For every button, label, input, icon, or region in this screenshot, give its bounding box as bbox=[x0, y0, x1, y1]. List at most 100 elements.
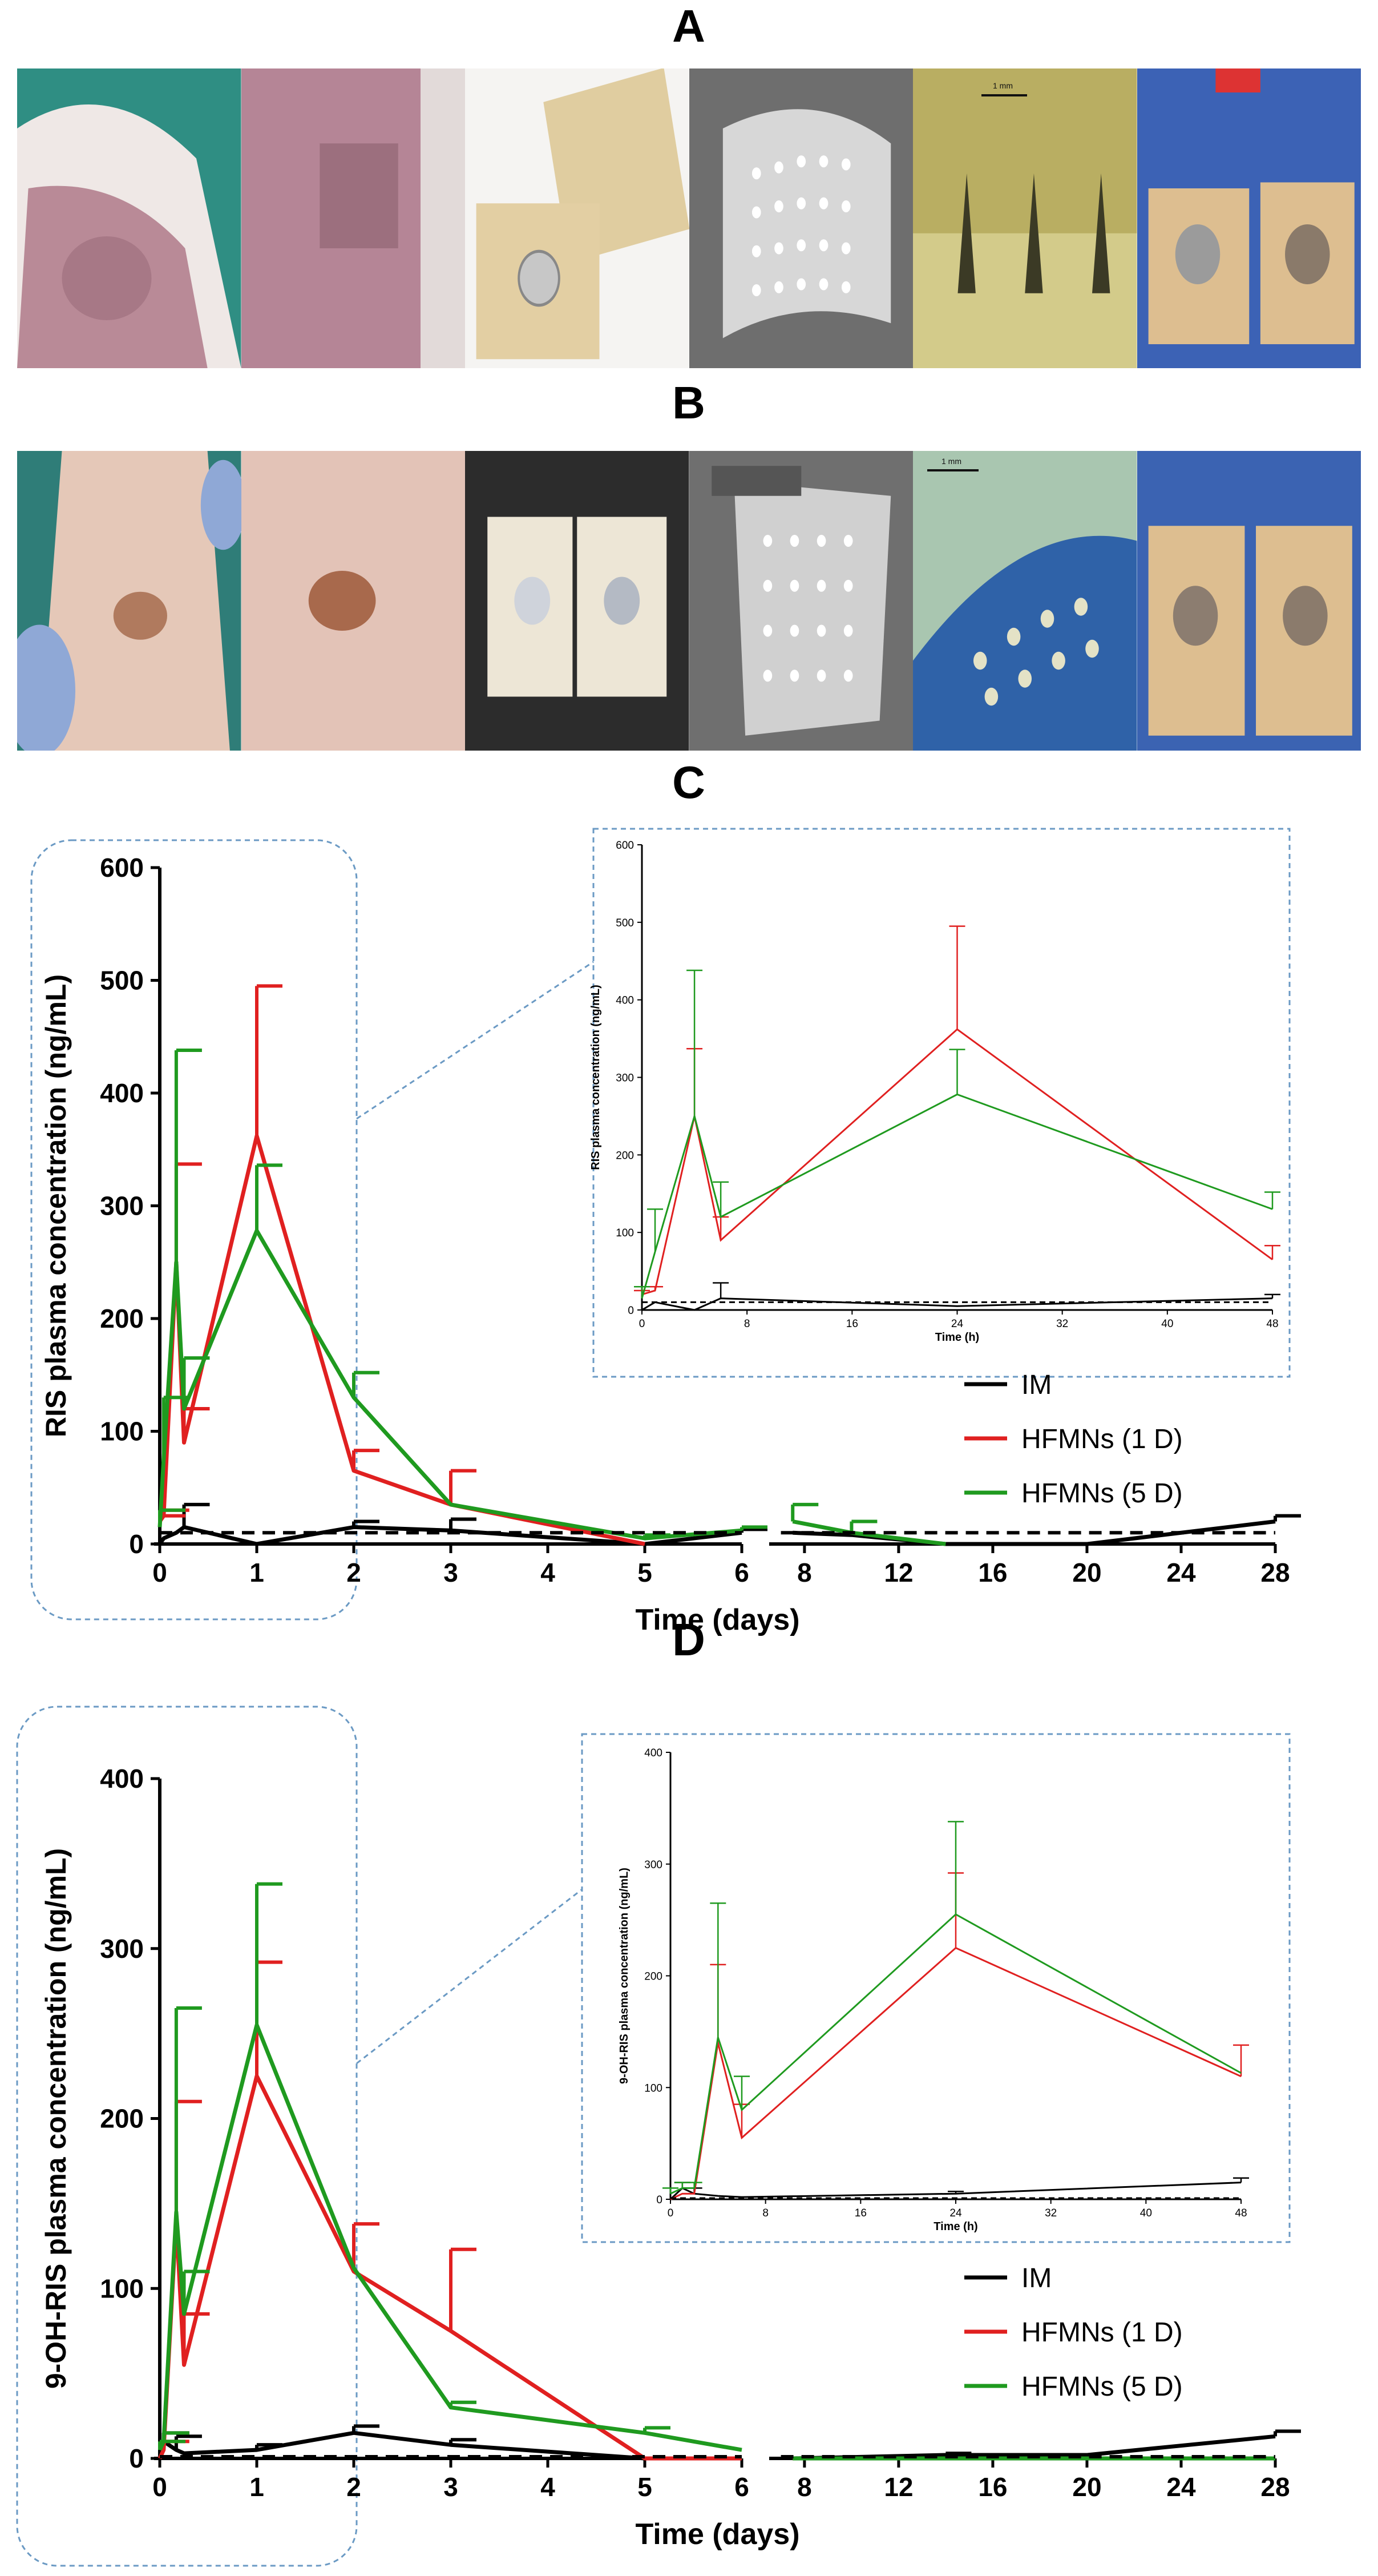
x-tick-label: 0 bbox=[152, 2472, 167, 2502]
series-line-im bbox=[157, 2430, 742, 2461]
legend-label-im: IM bbox=[1021, 1370, 1052, 1400]
x-tick-label: 2 bbox=[346, 1558, 361, 1587]
x-tick-label: 20 bbox=[1072, 2472, 1101, 2502]
photo-patches-a3 bbox=[465, 68, 689, 368]
x-tick-label: 28 bbox=[1260, 2472, 1290, 2502]
zoom-connector bbox=[356, 961, 594, 1120]
x-tick-label: 3 bbox=[443, 2472, 458, 2502]
x-tick-label: 4 bbox=[540, 2472, 555, 2502]
y-tick-label: 400 bbox=[100, 1764, 144, 1793]
inset-D-inset: 0 100 200 300 400 0 8 16 24 32 40 48 Time (h) 9-OH-RI… bbox=[618, 1747, 1249, 2233]
panel-label-a: A bbox=[672, 1, 705, 51]
inset-y-axis-title: 9-OH-RIS plasma concentration (ng/mL) bbox=[618, 1868, 631, 2084]
panel-label-b: B bbox=[672, 377, 705, 428]
x-tick-label: 5 bbox=[637, 2472, 652, 2502]
photo-rat-skin-a2 bbox=[241, 68, 465, 368]
inset-x-tick-label: 16 bbox=[855, 2207, 867, 2219]
x-tick-label: 8 bbox=[797, 1558, 812, 1587]
photo-patches-b3 bbox=[465, 451, 689, 751]
legend-label-hfmns-1-d: HFMNs (1 D) bbox=[1021, 1424, 1183, 1454]
x-tick-label: 8 bbox=[797, 2472, 812, 2502]
x-tick-label: 6 bbox=[734, 2472, 749, 2502]
y-tick-label: 100 bbox=[100, 2273, 144, 2303]
scale-bar-a bbox=[981, 94, 1027, 96]
inset-x-tick-label: 40 bbox=[1140, 2207, 1152, 2219]
x-tick-label: 24 bbox=[1166, 2472, 1196, 2502]
series-line-hfmns-1-d bbox=[158, 1134, 645, 1546]
legend-label-hfmns-1-d: HFMNs (1 D) bbox=[1021, 2317, 1183, 2348]
x-tick-label: 16 bbox=[978, 2472, 1007, 2502]
inset-x-tick-label: 48 bbox=[1266, 1318, 1278, 1330]
inset-x-tick-label: 40 bbox=[1161, 1318, 1173, 1330]
x-tick-label: 24 bbox=[1166, 1558, 1196, 1587]
legend-label-hfmns-5-d: HFMNs (5 D) bbox=[1021, 2372, 1183, 2402]
series-line-im bbox=[158, 1525, 742, 1546]
inset-series-line-hfmns-5-d bbox=[670, 1913, 1242, 2195]
x-tick-label: 0 bbox=[152, 1558, 167, 1587]
inset-x-axis-title: Time (h) bbox=[935, 1331, 979, 1344]
x-tick-label: 4 bbox=[540, 1558, 555, 1587]
y-tick-label: 0 bbox=[129, 1529, 144, 1559]
y-tick-label: 300 bbox=[100, 1191, 144, 1221]
inset-frame bbox=[592, 828, 1291, 1378]
y-tick-label: 100 bbox=[100, 1417, 144, 1446]
photo-microneedle-array-b4 bbox=[689, 451, 913, 751]
inset-x-tick-label: 16 bbox=[846, 1318, 858, 1330]
x-tick-label: 5 bbox=[637, 1558, 652, 1587]
inset-y-tick-label: 200 bbox=[616, 1150, 634, 1162]
x-tick-label: 3 bbox=[443, 1558, 458, 1587]
inset-series-line-im bbox=[641, 1297, 1273, 1311]
y-tick-label: 300 bbox=[100, 1934, 144, 1964]
inset-x-tick-label: 48 bbox=[1235, 2207, 1247, 2219]
inset-y-tick-label: 400 bbox=[616, 995, 634, 1007]
scale-text-a: 1 mm bbox=[993, 81, 1013, 90]
x-tick-label: 1 bbox=[249, 1558, 264, 1587]
inset-y-tick-label: 0 bbox=[656, 2194, 662, 2206]
inset-x-tick-label: 32 bbox=[1056, 1318, 1068, 1330]
inset-y-tick-label: 500 bbox=[616, 917, 634, 929]
zoom-region-box bbox=[16, 1706, 358, 2567]
inset-x-tick-label: 0 bbox=[639, 1318, 645, 1330]
photo-rat-skin-b2 bbox=[241, 451, 465, 751]
x-tick-label: 12 bbox=[884, 1558, 913, 1587]
panel-label-c: C bbox=[672, 757, 705, 808]
inset-series-line-hfmns-1-d bbox=[670, 1946, 1242, 2200]
y-tick-label: 500 bbox=[100, 966, 144, 995]
inset-x-tick-label: 8 bbox=[744, 1318, 750, 1330]
series-line-hfmns-5-d bbox=[157, 1228, 742, 1541]
inset-series-line-hfmns-5-d bbox=[641, 1093, 1273, 1299]
y-axis-title: 9-OH-RIS plasma concentration (ng/mL) bbox=[40, 1848, 72, 2389]
x-tick-label: 16 bbox=[978, 1558, 1007, 1587]
x-tick-label: 1 bbox=[249, 2472, 264, 2502]
inset-y-tick-label: 600 bbox=[616, 840, 634, 852]
zoom-connector bbox=[356, 1888, 583, 2065]
inset-x-tick-label: 24 bbox=[949, 2207, 962, 2219]
zoom-region-box bbox=[30, 839, 358, 1620]
x-tick-label: 6 bbox=[734, 1558, 749, 1587]
x-axis-title: Time (days) bbox=[635, 2518, 799, 2551]
x-axis-title: Time (days) bbox=[635, 1603, 799, 1636]
photo-microscope-needles-b5: 1 mm bbox=[913, 451, 1137, 751]
y-axis-title: RIS plasma concentration (ng/mL) bbox=[40, 974, 72, 1437]
inset-y-tick-label: 0 bbox=[628, 1305, 634, 1317]
inset-y-tick-label: 100 bbox=[644, 2082, 662, 2094]
photo-row-b: 1 mm bbox=[17, 451, 1361, 751]
x-tick-label: 12 bbox=[884, 2472, 913, 2502]
photo-microscope-needles-a5: 1 mm bbox=[913, 68, 1137, 368]
inset-x-tick-label: 0 bbox=[668, 2207, 674, 2219]
inset-x-tick-label: 32 bbox=[1045, 2207, 1057, 2219]
inset-frame bbox=[581, 1733, 1291, 2243]
y-tick-label: 0 bbox=[129, 2444, 144, 2473]
inset-series-line-hfmns-1-d bbox=[641, 1028, 1273, 1296]
inset-y-tick-label: 200 bbox=[644, 1971, 662, 1983]
photo-rat-skin-a1 bbox=[17, 68, 241, 368]
y-tick-label: 600 bbox=[100, 853, 144, 882]
inset-y-tick-label: 300 bbox=[644, 1859, 662, 1871]
photo-used-patches-a6 bbox=[1137, 68, 1361, 368]
inset-y-tick-label: 300 bbox=[616, 1073, 634, 1085]
legend-label-im: IM bbox=[1021, 2263, 1052, 2293]
inset-y-axis-title: RIS plasma concentration (ng/mL) bbox=[589, 985, 602, 1170]
